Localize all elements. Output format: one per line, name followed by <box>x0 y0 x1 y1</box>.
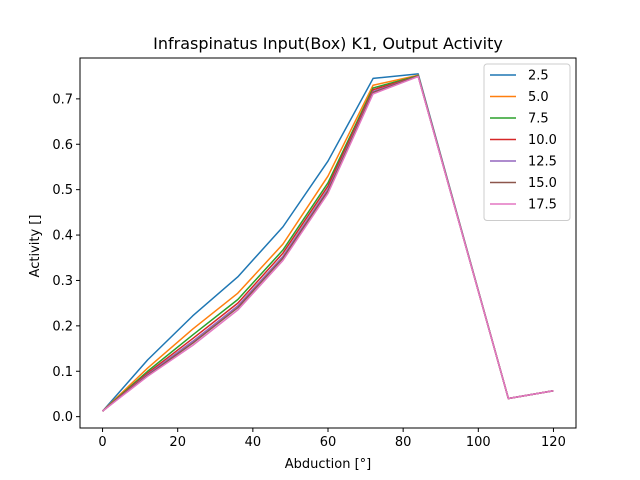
chart-title: Infraspinatus Input(Box) K1, Output Acti… <box>153 34 503 53</box>
y-tick-label: 0.2 <box>52 319 73 334</box>
legend: 2.5 5.0 7.5 10.0 12.5 15.0 17.5 <box>483 63 571 221</box>
x-tick-label: 100 <box>466 435 491 450</box>
legend-label: 5.0 <box>528 90 549 105</box>
y-tick-label: 0.1 <box>52 365 73 380</box>
x-axis-label: Abduction [°] <box>285 457 371 472</box>
y-tick-label: 0.7 <box>52 92 73 107</box>
y-axis-label: Activity [] <box>28 215 43 278</box>
legend-label: 7.5 <box>528 112 549 127</box>
x-tick-label: 0 <box>98 435 106 450</box>
legend-label: 10.0 <box>528 133 557 148</box>
legend-label: 2.5 <box>528 69 549 84</box>
x-tick-label: 120 <box>541 435 566 450</box>
y-tick-label: 0.3 <box>52 274 73 289</box>
series-line-6 <box>102 75 554 412</box>
x-tick-label: 80 <box>395 435 412 450</box>
legend-label: 17.5 <box>528 198 557 213</box>
y-tick-label: 0.0 <box>52 410 73 425</box>
y-tick-label: 0.5 <box>52 183 73 198</box>
x-tick-label: 20 <box>169 435 186 450</box>
y-tick-label: 0.6 <box>52 138 73 153</box>
plot-area: 0 20 40 60 80 100 120 0.0 0.1 0.2 0.3 0.4 0.5 0.6 0.7 <box>52 57 577 450</box>
legend-box <box>483 63 571 221</box>
legend-label: 15.0 <box>528 176 557 191</box>
x-tick-label: 60 <box>320 435 337 450</box>
x-tick-label: 40 <box>245 435 262 450</box>
y-tick-label: 0.4 <box>52 229 73 244</box>
legend-label: 12.5 <box>528 155 557 170</box>
